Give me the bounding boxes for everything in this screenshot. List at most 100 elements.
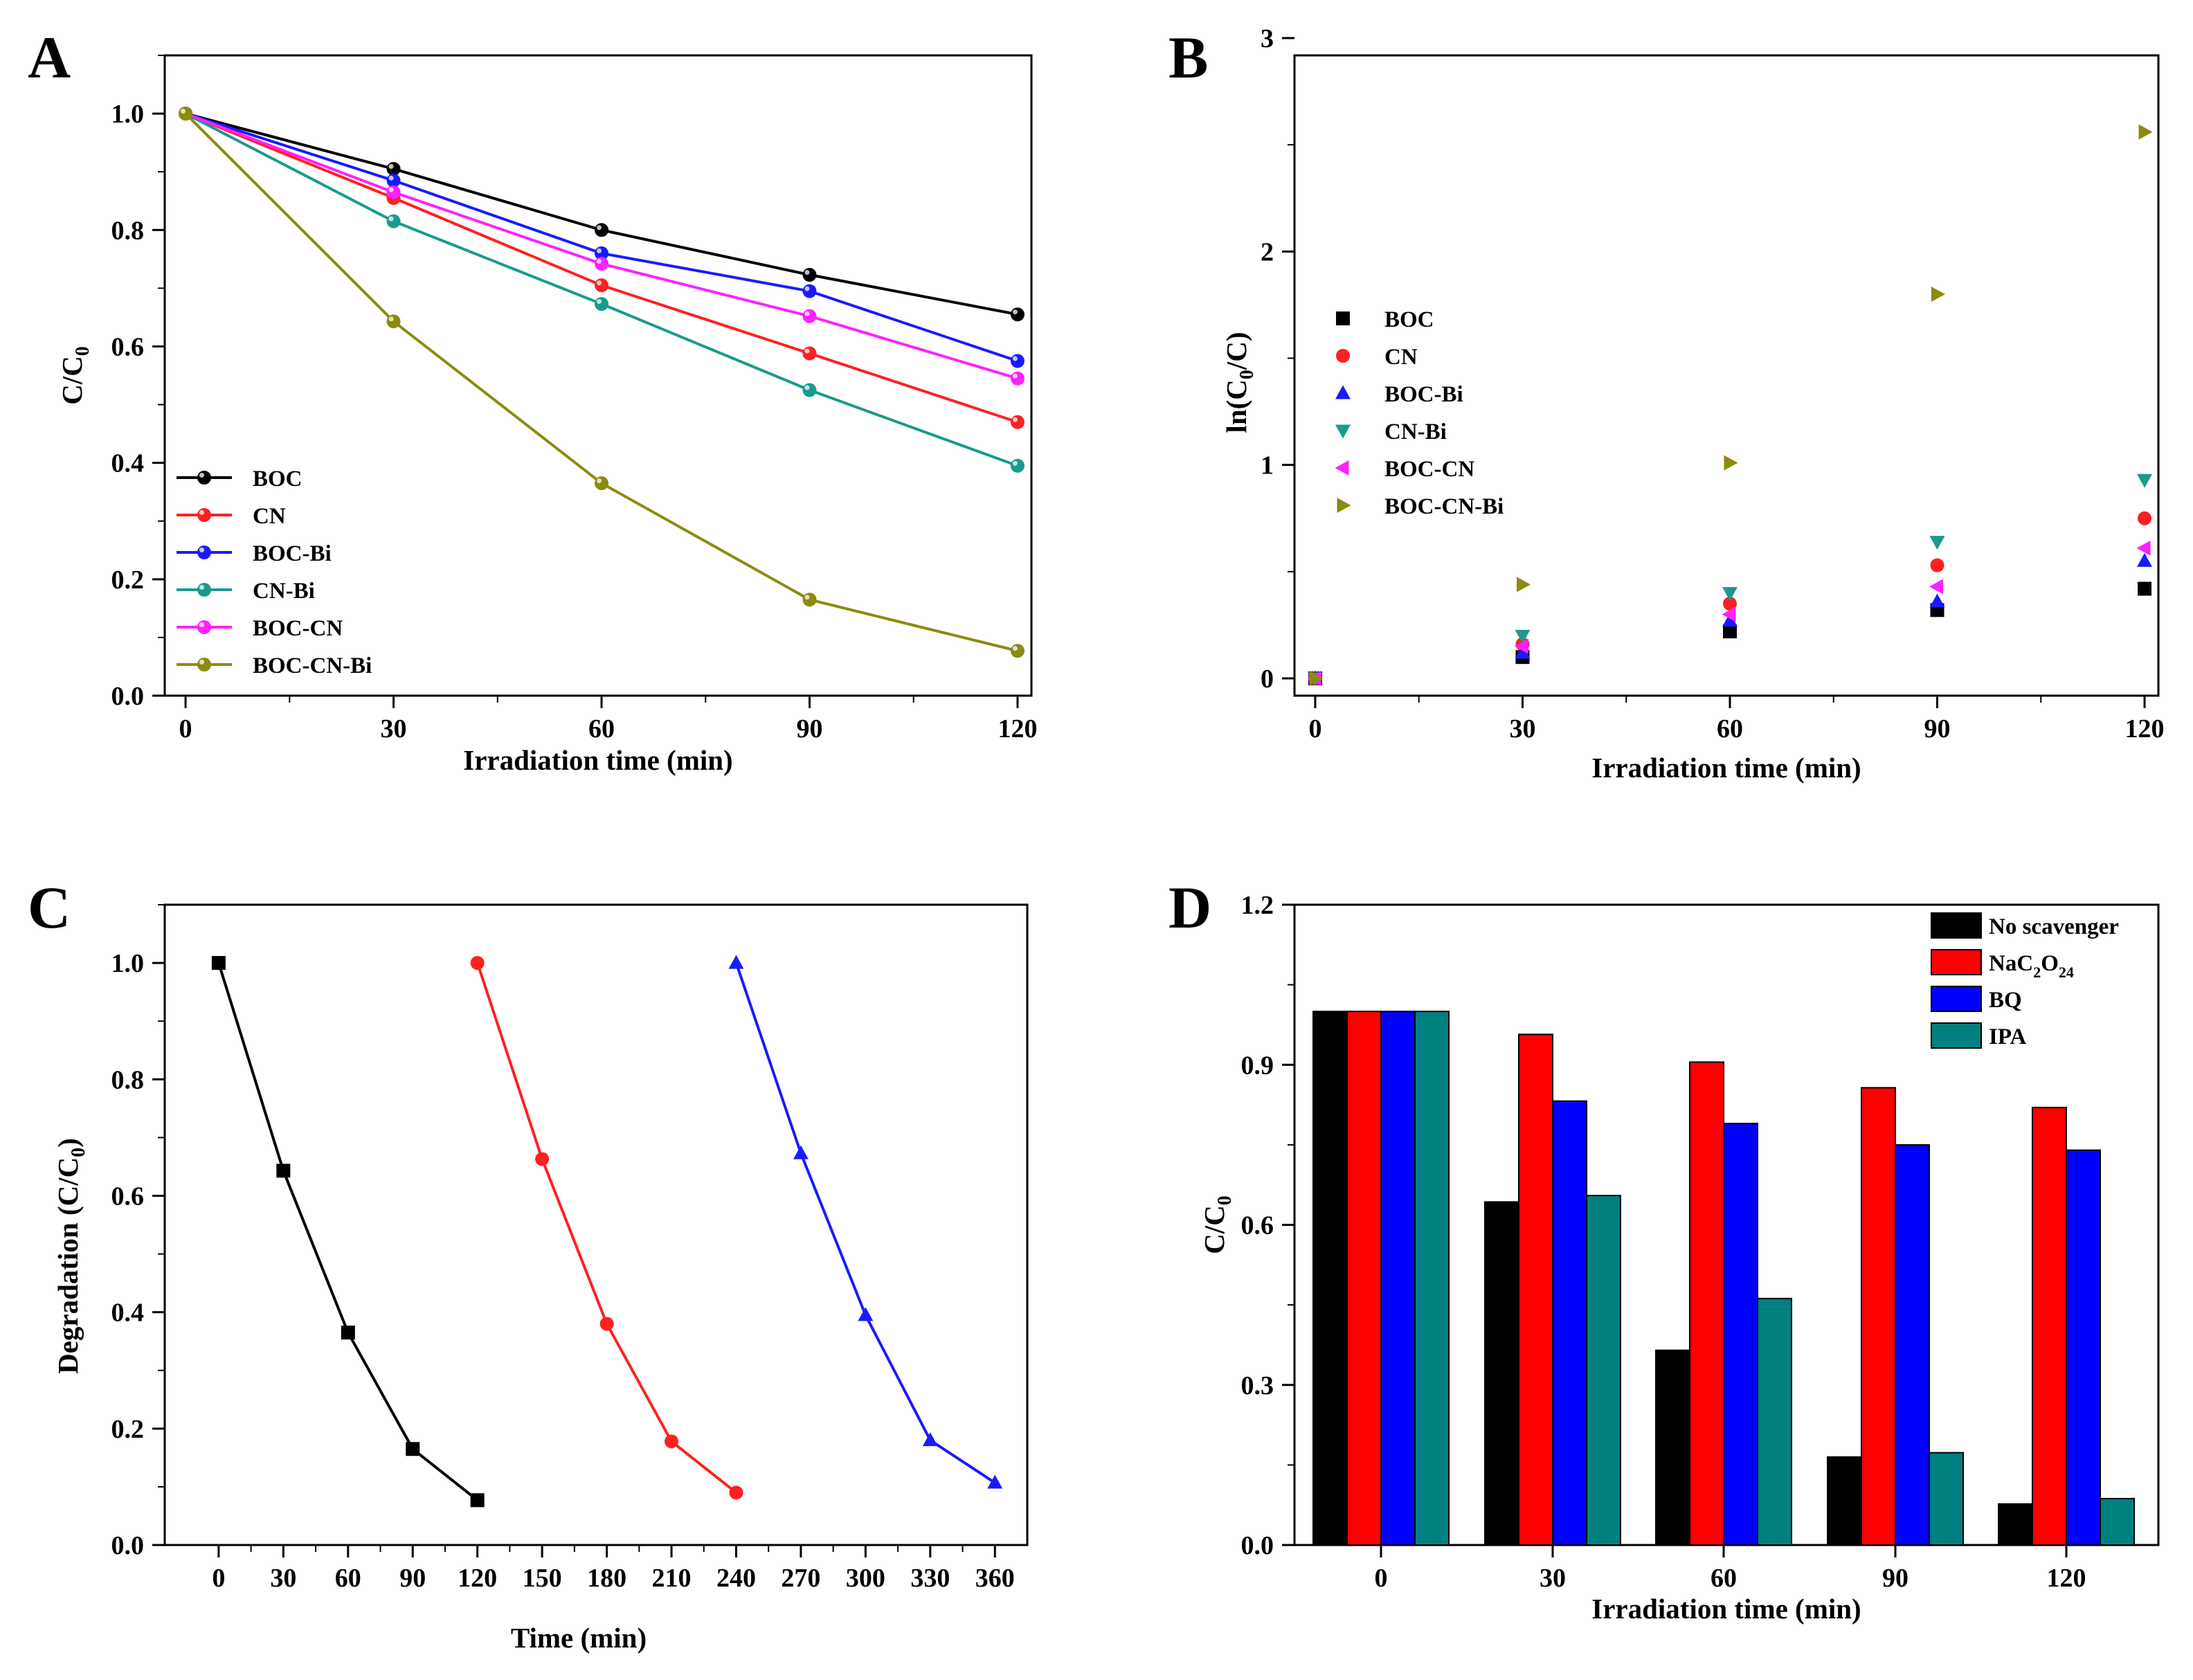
- panel-c-x-tick-label: 210: [652, 1564, 692, 1593]
- panel-a-axes-frame: [163, 54, 1033, 697]
- panel-a-x-tick-label: 120: [998, 714, 1037, 743]
- panel-d-bar: [2066, 1149, 2101, 1546]
- panel-d-legend-swatch: [1931, 986, 1982, 1012]
- panel-b-y-tick-label: 0: [1261, 665, 1274, 694]
- panel-b-legend-marker: [1337, 498, 1351, 513]
- panel-c-point: [470, 1493, 485, 1508]
- panel-a-point: [386, 214, 401, 228]
- panel-b-point: [2138, 511, 2152, 525]
- panel-a-point: [595, 257, 609, 271]
- panel-c-x-tick-label: 120: [458, 1564, 497, 1593]
- panel-b-point: [2137, 552, 2153, 567]
- panel-b-label: B: [1168, 24, 1208, 91]
- panel-d-bar: [1723, 1123, 1758, 1546]
- panel-a-y-tick-label: 0.8: [111, 216, 145, 245]
- panel-c-x-title: Time (min): [511, 1622, 647, 1654]
- panel-a-legend-label: BOC-CN-Bi: [253, 653, 372, 678]
- panel-a-point: [386, 314, 401, 329]
- panel-d-bar: [1414, 1011, 1450, 1546]
- panel-a-y-tick-label: 0.2: [111, 566, 145, 595]
- panel-c-y-tick-label: 1.0: [111, 949, 145, 978]
- panel-b-point: [1309, 671, 1324, 686]
- panel-c-y-tick-label: 0.2: [111, 1415, 145, 1444]
- panel-a-legend-label: BOC: [253, 467, 303, 491]
- panel-d-bar: [1655, 1349, 1690, 1546]
- panel-b-point: [1931, 287, 1946, 302]
- panel-c-axes-frame: [163, 903, 1029, 1546]
- panel-d-bar: [2032, 1106, 2067, 1546]
- panel-a-point-highlight: [597, 225, 602, 231]
- panel-a-point: [802, 593, 817, 607]
- panel-c-x-tick-label: 180: [587, 1564, 626, 1593]
- panel-c-y-tick-label: 0.8: [111, 1065, 145, 1094]
- panel-a-legend-label: BOC-Bi: [253, 541, 332, 566]
- panel-a-y-tick-label: 1.0: [111, 100, 145, 129]
- panel-b-point: [1722, 597, 1737, 611]
- panel-c-x-tick-label: 330: [910, 1564, 950, 1593]
- panel-a-point: [386, 185, 401, 199]
- panel-a-label: A: [28, 24, 71, 91]
- panel-d-bar: [1484, 1201, 1519, 1546]
- panel-b-point: [1516, 577, 1531, 593]
- panel-a-legend-marker: [197, 545, 211, 559]
- panel-c-y-tick-label: 0.4: [111, 1299, 145, 1328]
- panel-a-legend-marker-highlight: [199, 585, 204, 590]
- panel-b-point: [1515, 644, 1531, 659]
- panel-a-legend-marker: [197, 583, 211, 597]
- panel-a-point-highlight: [388, 163, 394, 169]
- panel-d-legend-swatch: [1931, 949, 1982, 975]
- panel-d-bar: [1757, 1297, 1792, 1546]
- panel-c-point: [211, 956, 226, 970]
- panel-b-legend-label: CN: [1384, 345, 1418, 370]
- panel-b-legend-label: BOC: [1384, 307, 1434, 332]
- panel-b-point: [2138, 124, 2153, 140]
- panel-b-point: [1929, 593, 1945, 608]
- panel-a-point: [802, 346, 817, 361]
- panel-b-x-tick-label: 0: [1308, 714, 1321, 743]
- panel-d-bar: [1518, 1033, 1553, 1546]
- panel-a-legend-marker: [197, 508, 211, 522]
- panel-c-x-tick-label: 60: [335, 1564, 361, 1593]
- panel-a-point-highlight: [597, 478, 602, 484]
- panel-c-y-tick-label: 0.0: [111, 1531, 145, 1560]
- panel-a-point-highlight: [804, 270, 810, 276]
- panel-a-y-tick-label: 0.6: [111, 332, 145, 361]
- panel-d-x-title: Irradiation time (min): [1591, 1593, 1861, 1625]
- panel-d-x-tick-label: 60: [1711, 1564, 1737, 1593]
- panel-d-y-tick-label: 0.9: [1241, 1051, 1274, 1080]
- panel-d-bar: [1689, 1061, 1724, 1546]
- panel-a-legend-marker-highlight: [199, 473, 204, 478]
- panel-b-y-title: ln(C0​/C): [1220, 332, 1258, 433]
- panel-c-point: [728, 955, 744, 969]
- panel-a-point: [595, 476, 609, 491]
- panel-b-y-tick-label: 2: [1261, 237, 1274, 267]
- panel-a-legend-marker: [197, 471, 211, 485]
- panel-a-point: [1010, 644, 1025, 658]
- panel-a-point-highlight: [597, 248, 602, 253]
- panel-c-point: [599, 1317, 614, 1331]
- panel-b-x-tick-label: 120: [2125, 714, 2165, 743]
- panel-a-point-highlight: [597, 299, 602, 305]
- panel-d-legend-label: No scavenger: [1989, 914, 2119, 939]
- panel-a-point: [802, 309, 817, 323]
- panel-a-legend-label: CN-Bi: [253, 579, 315, 604]
- panel-b-point: [2136, 540, 2151, 556]
- panel-b-point: [1514, 638, 1528, 654]
- panel-d-legend-label: BQ: [1989, 988, 2022, 1013]
- panel-a-point-highlight: [388, 216, 394, 222]
- panel-c-label: C: [28, 874, 71, 941]
- panel-a-point-highlight: [597, 280, 602, 286]
- panel-a-x-tick-label: 60: [588, 714, 615, 743]
- panel-c-point: [535, 1152, 550, 1166]
- panel-a-point: [802, 284, 817, 298]
- panel-a-point: [1010, 415, 1025, 429]
- panel-a-point-highlight: [388, 316, 394, 322]
- panel-d-x-tick-label: 30: [1540, 1564, 1566, 1593]
- panel-b-point: [2138, 581, 2152, 596]
- panel-a-point-highlight: [1012, 356, 1018, 361]
- panel-a-legend-marker-highlight: [199, 510, 204, 515]
- panel-a-point: [1010, 307, 1025, 322]
- panel-b-point: [1929, 579, 1944, 595]
- panel-d-bar: [1586, 1195, 1621, 1546]
- panel-c-point: [665, 1434, 679, 1449]
